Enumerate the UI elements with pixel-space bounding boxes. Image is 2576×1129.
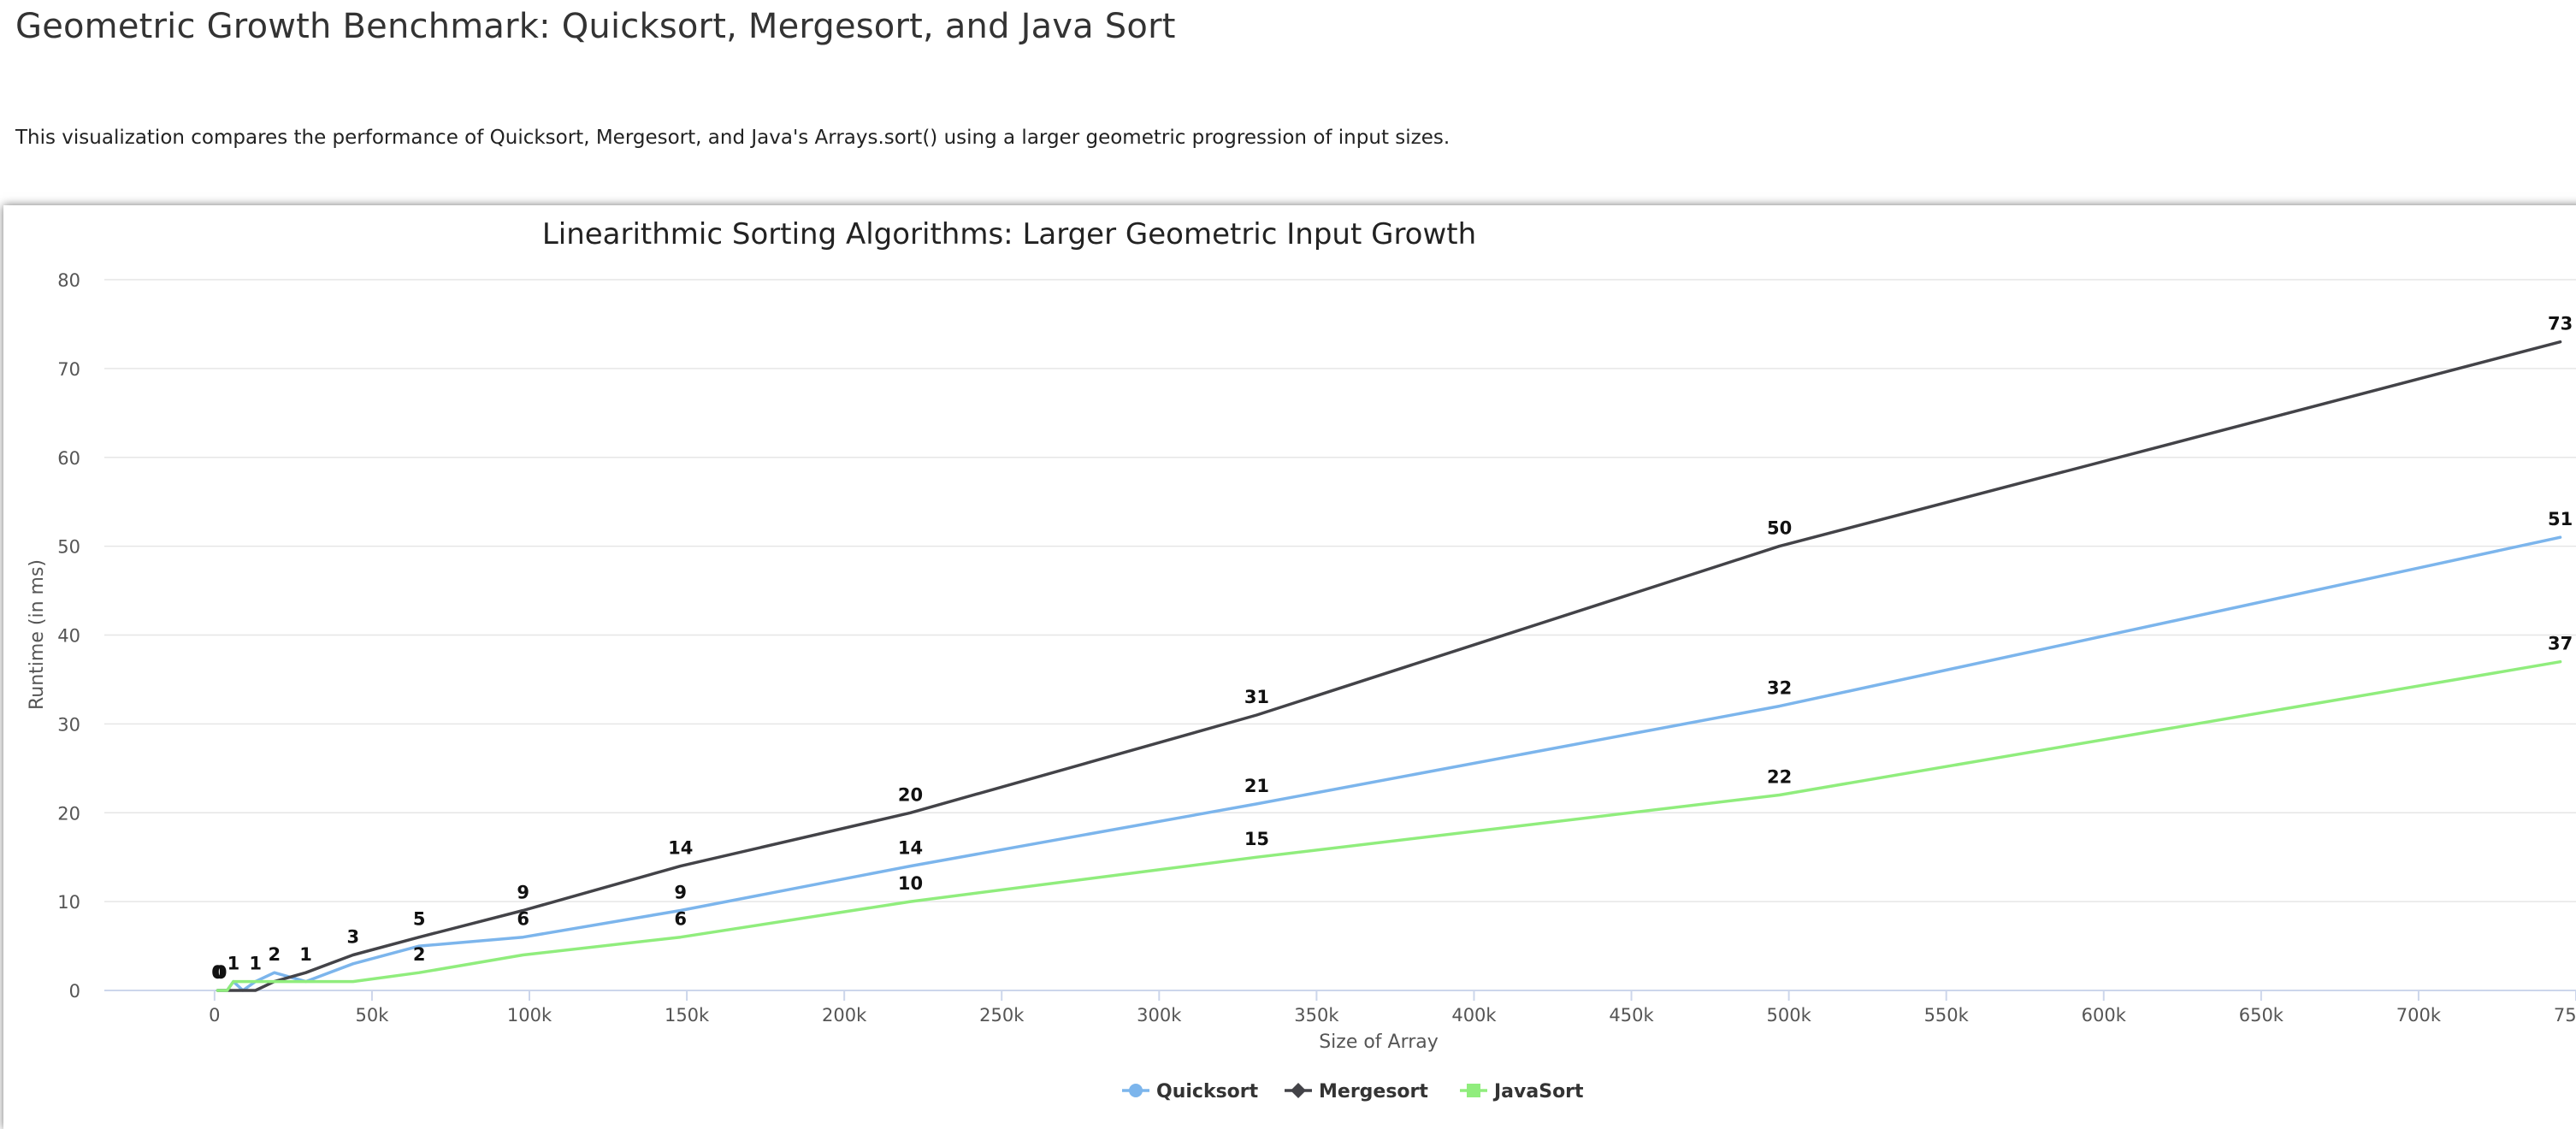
mergesort-data-label: 20 xyxy=(898,784,923,805)
x-tick-label: 50k xyxy=(355,1005,389,1026)
legend-marker-icon xyxy=(1291,1083,1306,1098)
quicksort-data-label: 1 xyxy=(249,954,262,974)
y-tick-label: 70 xyxy=(57,359,80,380)
y-tick-label: 50 xyxy=(57,537,80,558)
mergesort-data-label: 50 xyxy=(1767,518,1792,539)
javasort-data-label: 15 xyxy=(1244,829,1269,849)
chart-container xyxy=(3,205,2576,1129)
x-tick-label: 350k xyxy=(1294,1005,1339,1026)
quicksort-data-label: 21 xyxy=(1244,776,1269,796)
x-tick-label: 450k xyxy=(1609,1005,1654,1026)
mergesort-data-label: 5 xyxy=(413,909,426,930)
quicksort-data-label: 51 xyxy=(2548,509,2573,529)
x-tick-label: 700k xyxy=(2396,1005,2442,1026)
quicksort-data-label: 32 xyxy=(1767,678,1792,699)
mergesort-data-label: 73 xyxy=(2548,314,2573,334)
quicksort-series-line xyxy=(216,535,2562,992)
mergesort-data-label: 0 xyxy=(215,962,227,983)
quicksort-data-label: 2 xyxy=(268,944,281,965)
series-lines xyxy=(216,340,2562,992)
x-tick-label: 200k xyxy=(822,1005,867,1026)
grid-lines xyxy=(104,279,2576,902)
legend-label: JavaSort xyxy=(1492,1081,1584,1102)
x-tick-label: 0 xyxy=(209,1005,220,1026)
mergesort-series-line xyxy=(216,340,2562,992)
legend-marker-icon xyxy=(1129,1084,1143,1097)
x-tick-label: 250k xyxy=(979,1005,1025,1026)
javasort-series-line xyxy=(216,659,2562,992)
y-tick-label: 20 xyxy=(57,803,80,824)
legend-label: Quicksort xyxy=(1156,1081,1259,1102)
javasort-data-label: 0 xyxy=(211,962,224,983)
x-tick-label: 400k xyxy=(1451,1005,1497,1026)
javasort-data-label: 22 xyxy=(1767,766,1792,787)
y-tick-label: 30 xyxy=(57,714,80,735)
quicksort-data-label: 1 xyxy=(227,954,240,974)
javasort-data-label: 2 xyxy=(413,944,426,965)
y-tick-label: 0 xyxy=(69,981,80,1002)
x-tick-label: 150k xyxy=(665,1005,710,1026)
javasort-data-label: 10 xyxy=(898,873,923,894)
mergesort-data-label: 9 xyxy=(517,883,529,903)
mergesort-data-label: 31 xyxy=(1244,687,1269,707)
y-axis-label: Runtime (in ms) xyxy=(27,559,48,710)
y-tick-label: 80 xyxy=(57,270,80,291)
page-description: This visualization compares the performa… xyxy=(15,127,1450,149)
javasort-data-label: 6 xyxy=(674,909,687,930)
mergesort-data-label: 14 xyxy=(668,838,693,859)
x-tick-label: 750k xyxy=(2554,1005,2576,1026)
chart-title: Linearithmic Sorting Algorithms: Larger … xyxy=(542,217,1476,251)
legend-item-javasort[interactable]: JavaSort xyxy=(1460,1081,1584,1102)
mergesort-data-label: 1 xyxy=(299,944,312,965)
x-tick-label: 600k xyxy=(2082,1005,2127,1026)
mergesort-data-label: 3 xyxy=(347,926,360,947)
x-tick-label: 300k xyxy=(1137,1005,1182,1026)
quicksort-data-label: 6 xyxy=(517,909,529,930)
y-tick-label: 60 xyxy=(57,448,80,469)
legend-marker-icon xyxy=(1467,1084,1480,1097)
y-tick-label: 10 xyxy=(57,892,80,913)
x-tick-label: 100k xyxy=(507,1005,552,1026)
legend-label: Mergesort xyxy=(1319,1081,1428,1102)
legend-item-quicksort[interactable]: Quicksort xyxy=(1122,1081,1259,1102)
x-tick-label: 650k xyxy=(2239,1005,2284,1026)
quicksort-data-label: 9 xyxy=(674,883,687,903)
legend: Quicksort Mergesort JavaSort xyxy=(1122,1081,1584,1102)
x-tick-label: 550k xyxy=(1924,1005,1970,1026)
x-axis-label: Size of Array xyxy=(1319,1031,1439,1053)
legend-item-mergesort[interactable]: Mergesort xyxy=(1285,1081,1428,1102)
x-tick-label: 500k xyxy=(1766,1005,1811,1026)
quicksort-data-label: 14 xyxy=(898,838,923,859)
y-tick-label: 40 xyxy=(57,626,80,647)
page-title: Geometric Growth Benchmark: Quicksort, M… xyxy=(15,7,1176,46)
javasort-data-label: 37 xyxy=(2548,634,2573,654)
